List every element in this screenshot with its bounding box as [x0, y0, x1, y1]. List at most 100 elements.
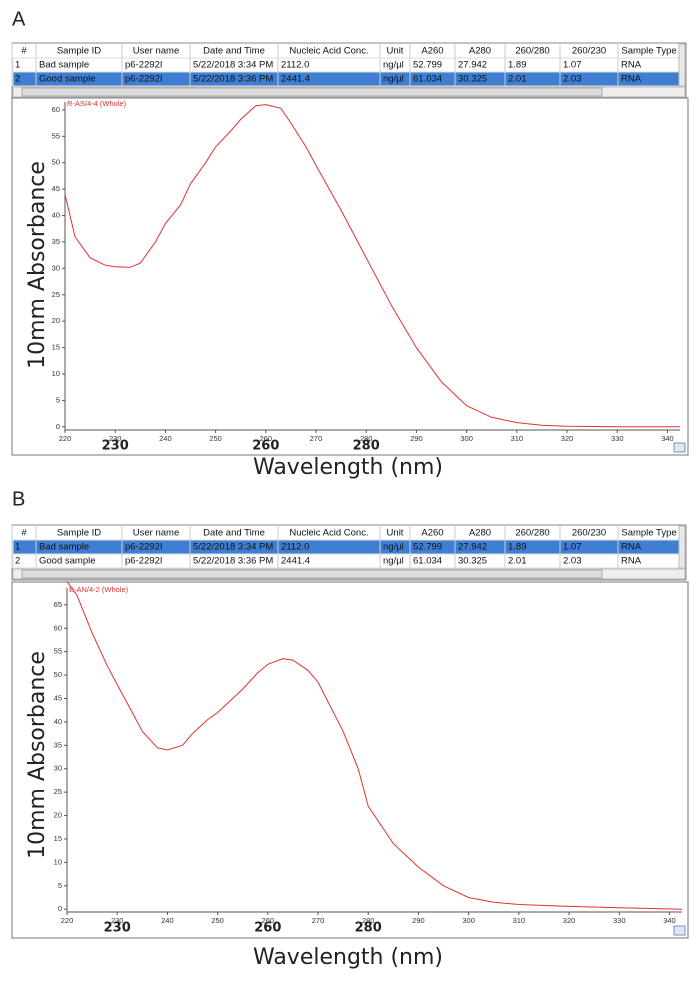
column-header: 260/230 — [572, 528, 606, 539]
column-header: Unit — [387, 528, 404, 539]
table-cell: Bad sample — [39, 542, 89, 553]
table-cell: 2 — [15, 556, 20, 567]
x-tick-label: 270 — [310, 434, 323, 443]
panel-label: B — [12, 488, 25, 510]
y-tick-label: 50 — [54, 670, 62, 679]
x-axis-label: Wavelength (nm) — [253, 945, 443, 970]
x-tick-label: 220 — [61, 916, 74, 925]
emphasized-x-label: 260 — [254, 921, 281, 936]
table-cell: 2.01 — [508, 74, 527, 85]
x-tick-label: 310 — [513, 916, 526, 925]
table-cell: 5/22/2018 3:34 PM — [193, 60, 273, 71]
emphasized-x-label: 280 — [355, 921, 382, 936]
y-tick-label: 40 — [52, 211, 60, 220]
x-tick-label: 260 — [260, 434, 273, 443]
table-cell: RNA — [621, 556, 642, 567]
y-tick-label: 35 — [54, 740, 62, 749]
y-axis-label: 10mm Absorbance — [25, 161, 50, 369]
column-header: User name — [133, 46, 179, 57]
column-header: 260/230 — [572, 46, 606, 57]
x-tick-label: 290 — [410, 434, 423, 443]
h-scroll-thumb[interactable] — [21, 87, 603, 97]
table-cell: 2.01 — [508, 556, 527, 567]
table-cell: ng/µl — [383, 542, 404, 553]
y-tick-label: 10 — [52, 369, 60, 378]
column-header: Sample ID — [57, 528, 101, 539]
column-header: A260 — [421, 46, 443, 57]
x-tick-label: 310 — [511, 434, 524, 443]
x-tick-label: 250 — [211, 916, 224, 925]
y-tick-label: 30 — [52, 263, 60, 272]
table-cell: 52.799 — [413, 60, 442, 71]
x-axis-label: Wavelength (nm) — [253, 455, 443, 480]
table-cell: 2 — [15, 74, 20, 85]
table-cell: 5/22/2018 3:36 PM — [193, 556, 273, 567]
column-header: User name — [133, 528, 179, 539]
x-tick-label: 240 — [161, 916, 174, 925]
y-tick-label: 60 — [54, 623, 62, 632]
table-cell: 2441.4 — [281, 74, 310, 85]
v-scrollbar — [678, 43, 686, 87]
y-tick-label: 20 — [52, 316, 60, 325]
x-tick-label: 340 — [663, 916, 676, 925]
column-header: Nucleic Acid Conc. — [289, 46, 368, 57]
x-tick-label: 240 — [159, 434, 172, 443]
table-cell: 5/22/2018 3:36 PM — [193, 74, 273, 85]
column-header: Unit — [387, 46, 404, 57]
x-tick-label: 330 — [613, 916, 626, 925]
y-tick-label: 0 — [58, 904, 62, 913]
table-cell: 1 — [15, 60, 20, 71]
column-header: 260/280 — [515, 528, 549, 539]
table-cell: 27.942 — [458, 542, 487, 553]
y-tick-label: 55 — [54, 647, 62, 656]
collapse-button[interactable] — [673, 442, 686, 453]
table-cell: 5/22/2018 3:34 PM — [193, 542, 273, 553]
series-label: R-AS/4-4 (Whole) — [67, 99, 127, 108]
table-cell: 2.03 — [563, 556, 582, 567]
table-cell: p6-2292I — [125, 542, 163, 553]
table-cell: 30.325 — [458, 74, 487, 85]
series-label: E-AN/4-2 (Whole) — [69, 585, 129, 594]
table-cell: RNA — [621, 60, 642, 71]
table-cell: 30.325 — [458, 556, 487, 567]
table-cell: 1.89 — [508, 60, 527, 71]
x-tick-label: 220 — [59, 434, 72, 443]
table-cell: ng/µl — [383, 60, 404, 71]
table-cell: Bad sample — [39, 60, 89, 71]
table-cell: 1 — [15, 542, 20, 553]
x-tick-label: 300 — [460, 434, 473, 443]
y-tick-label: 55 — [52, 131, 60, 140]
table-cell: 2441.4 — [281, 556, 310, 567]
x-tick-label: 300 — [462, 916, 475, 925]
emphasized-x-label: 230 — [102, 439, 129, 454]
y-tick-label: 45 — [54, 693, 62, 702]
spectrum-line — [64, 104, 680, 428]
column-header: Sample Type — [621, 528, 676, 539]
x-tick-label: 330 — [611, 434, 624, 443]
y-tick-label: 15 — [52, 343, 60, 352]
table-cell: Good sample — [39, 74, 96, 85]
emphasized-x-label: 260 — [252, 439, 279, 454]
table-cell: RNA — [621, 542, 642, 553]
y-tick-label: 5 — [58, 881, 62, 890]
x-tick-label: 260 — [262, 916, 275, 925]
h-scroll-thumb[interactable] — [21, 569, 603, 579]
x-tick-label: 230 — [111, 916, 124, 925]
column-header: Date and Time — [203, 528, 265, 539]
x-tick-label: 280 — [362, 916, 375, 925]
column-header: # — [21, 46, 27, 57]
table-cell: Good sample — [39, 556, 96, 567]
x-tick-label: 280 — [360, 434, 373, 443]
table-cell: RNA — [621, 74, 642, 85]
collapse-button[interactable] — [673, 925, 686, 936]
spectrum-line — [66, 581, 683, 910]
y-tick-label: 0 — [56, 422, 60, 431]
chart-frame — [11, 97, 689, 456]
chart-frame — [11, 581, 689, 939]
y-tick-label: 65 — [54, 600, 62, 609]
column-header: Date and Time — [203, 46, 265, 57]
column-header: Sample ID — [57, 46, 101, 57]
emphasized-x-label: 230 — [104, 921, 131, 936]
x-tick-label: 250 — [209, 434, 222, 443]
